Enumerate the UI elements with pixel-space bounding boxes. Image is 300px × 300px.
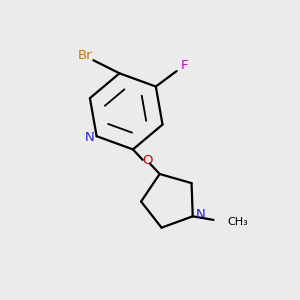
Text: CH₃: CH₃ bbox=[227, 217, 248, 227]
Text: F: F bbox=[181, 59, 189, 72]
Text: N: N bbox=[196, 208, 206, 221]
Text: Br: Br bbox=[78, 49, 93, 62]
Text: N: N bbox=[85, 131, 95, 144]
Text: O: O bbox=[142, 154, 152, 167]
